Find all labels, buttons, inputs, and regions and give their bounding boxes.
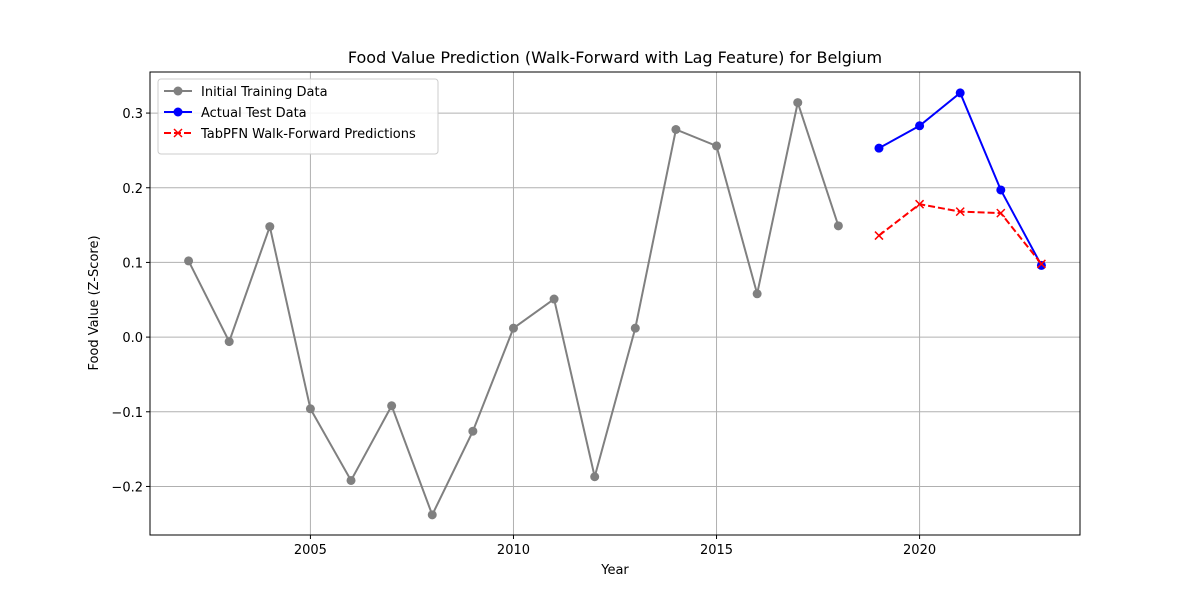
y-axis-label: Food Value (Z-Score) (87, 235, 102, 370)
series-initial-training-data (184, 98, 843, 520)
data-point-initial-training-data (793, 98, 803, 108)
data-point-initial-training-data (265, 222, 275, 232)
y-tick-label: 0.2 (122, 182, 143, 197)
data-point-initial-training-data (346, 475, 356, 485)
series-tabpfn-walk-forward-predictions (874, 199, 1046, 269)
legend-label-initial-training-data: Initial Training Data (201, 85, 328, 100)
y-tick-label: −0.2 (111, 480, 143, 495)
data-point-tabpfn-walk-forward-predictions (1036, 259, 1046, 269)
data-point-initial-training-data (712, 141, 722, 151)
data-point-initial-training-data (508, 323, 518, 333)
data-point-initial-training-data (184, 256, 194, 266)
data-point-actual-test-data (996, 185, 1006, 195)
data-point-initial-training-data (671, 125, 681, 135)
axis-ticks: 2005 2010 2015 2020 −0.2 −0.1 0.0 0.1 0.2 0.3 (111, 107, 936, 558)
series-actual-test-data (874, 88, 1046, 270)
data-point-initial-training-data (224, 337, 234, 347)
plot-frame (149, 71, 1081, 536)
data-point-actual-test-data (1036, 260, 1046, 270)
x-tick-label: 2005 (294, 543, 327, 558)
y-tick-label: 0.1 (122, 256, 143, 271)
data-point-initial-training-data (468, 426, 478, 436)
data-point-actual-test-data (874, 143, 884, 153)
x-tick-label: 2010 (497, 543, 530, 558)
data-point-tabpfn-walk-forward-predictions (955, 207, 965, 217)
chart-title: Food Value Prediction (Walk-Forward with… (348, 48, 882, 67)
x-tick-label: 2015 (700, 543, 733, 558)
data-point-actual-test-data (915, 121, 925, 131)
legend-label-tabpfn-walk-forward-predictions: TabPFN Walk-Forward Predictions (200, 127, 416, 142)
data-point-initial-training-data (630, 323, 640, 333)
x-axis-label: Year (600, 563, 629, 578)
data-point-initial-training-data (305, 404, 315, 414)
data-point-initial-training-data (387, 401, 397, 411)
legend-marker-actual-test-data (173, 107, 183, 117)
x-tick-label: 2020 (903, 543, 936, 558)
y-tick-label: 0.0 (122, 331, 143, 346)
y-tick-label: −0.1 (111, 406, 143, 421)
data-point-tabpfn-walk-forward-predictions (874, 231, 884, 241)
data-point-tabpfn-walk-forward-predictions (915, 199, 925, 209)
data-point-actual-test-data (955, 88, 965, 98)
legend-box (157, 78, 439, 155)
legend-marker-initial-training-data (173, 86, 183, 96)
plot-area (184, 88, 1046, 520)
data-point-initial-training-data (549, 294, 559, 304)
data-point-tabpfn-walk-forward-predictions (996, 208, 1006, 218)
data-point-initial-training-data (590, 472, 600, 482)
data-point-initial-training-data (833, 221, 843, 231)
legend-label-actual-test-data: Actual Test Data (201, 106, 307, 121)
series-line-actual-test-data (878, 91, 1043, 266)
legend-marker-tabpfn-walk-forward-predictions (173, 128, 183, 138)
legend: Initial Training Data Actual Test Data Tab… (157, 78, 439, 155)
data-point-initial-training-data (752, 289, 762, 299)
data-point-initial-training-data (427, 510, 437, 520)
y-tick-label: 0.3 (122, 107, 143, 122)
series-line-tabpfn-walk-forward-predictions (878, 203, 1043, 265)
